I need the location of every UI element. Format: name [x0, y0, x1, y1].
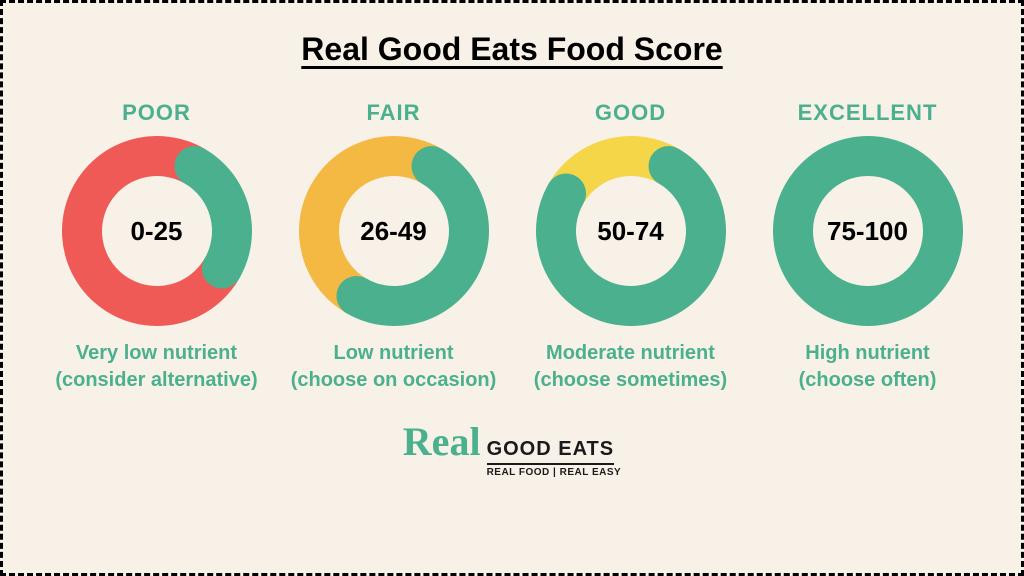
donut-fair: 26-49	[299, 136, 489, 326]
desc-line1: Low nutrient	[334, 342, 454, 364]
rating-label: FAIR	[366, 100, 420, 126]
score-desc: Low nutrient (choose on occasion)	[291, 340, 497, 394]
score-row: POOR 0-25 Very low nutrient (consider al…	[43, 100, 981, 394]
score-card-fair: FAIR 26-49 Low nutrient (choose on occas…	[280, 100, 507, 394]
logo-tagline: REAL FOOD | REAL EASY	[487, 467, 622, 478]
desc-line1: High nutrient	[805, 342, 929, 364]
rating-label: EXCELLENT	[798, 100, 938, 126]
rating-label: POOR	[122, 100, 191, 126]
desc-line2: (consider alternative)	[55, 369, 257, 391]
score-card-excellent: EXCELLENT 75-100 High nutrient (choose o…	[754, 100, 981, 394]
infographic-frame: Real Good Eats Food Score POOR 0-25 Very…	[0, 0, 1024, 576]
score-card-poor: POOR 0-25 Very low nutrient (consider al…	[43, 100, 270, 394]
range-label: 26-49	[299, 136, 489, 326]
logo-right-block: GOOD EATS REAL FOOD | REAL EASY	[487, 438, 622, 478]
score-card-good: GOOD 50-74 Moderate nutrient (choose som…	[517, 100, 744, 394]
desc-line2: (choose sometimes)	[534, 369, 727, 391]
desc-line2: (choose often)	[799, 369, 937, 391]
desc-line2: (choose on occasion)	[291, 369, 497, 391]
desc-line1: Moderate nutrient	[546, 342, 715, 364]
donut-poor: 0-25	[62, 136, 252, 326]
brand-logo: Real GOOD EATS REAL FOOD | REAL EASY	[403, 418, 621, 478]
score-desc: Moderate nutrient (choose sometimes)	[534, 340, 727, 394]
range-label: 50-74	[536, 136, 726, 326]
logo-script-text: Real	[403, 418, 481, 465]
rating-label: GOOD	[595, 100, 666, 126]
score-desc: Very low nutrient (consider alternative)	[55, 340, 257, 394]
donut-excellent: 75-100	[773, 136, 963, 326]
desc-line1: Very low nutrient	[76, 342, 237, 364]
range-label: 75-100	[773, 136, 963, 326]
score-desc: High nutrient (choose often)	[799, 340, 937, 394]
range-label: 0-25	[62, 136, 252, 326]
logo-sans-text: GOOD EATS	[487, 438, 615, 465]
page-title: Real Good Eats Food Score	[301, 31, 722, 68]
donut-good: 50-74	[536, 136, 726, 326]
